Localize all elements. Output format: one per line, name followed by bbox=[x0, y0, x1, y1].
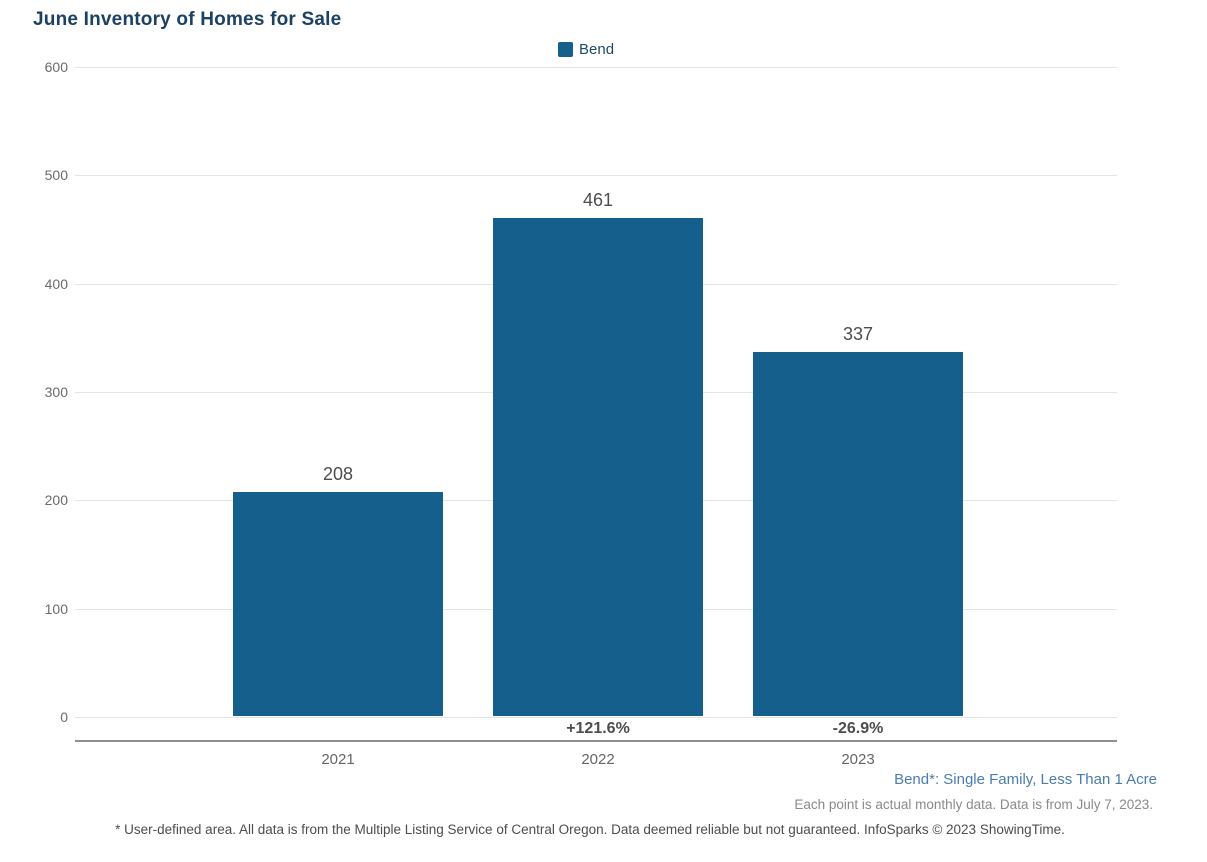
y-tick-label-200: 200 bbox=[44, 492, 68, 509]
chart-title: June Inventory of Homes for Sale bbox=[33, 9, 342, 30]
x-tick-label-2023: 2023 bbox=[841, 751, 875, 768]
y-tick-label-100: 100 bbox=[44, 600, 68, 617]
y-tick-label-400: 400 bbox=[44, 275, 68, 292]
y-tick-label-0: 0 bbox=[60, 709, 68, 725]
x-tick-label-2021: 2021 bbox=[321, 751, 355, 768]
gridline-600 bbox=[75, 67, 1117, 68]
data-source-note: Each point is actual monthly data. Data … bbox=[794, 797, 1153, 812]
pct-change-label-2023: -26.9% bbox=[832, 720, 884, 737]
gridline-0 bbox=[75, 717, 1117, 718]
legend-swatch-icon bbox=[558, 42, 573, 57]
y-tick-label-300: 300 bbox=[44, 384, 68, 400]
bar-value-label-2021: 208 bbox=[322, 463, 354, 484]
x-axis-line bbox=[75, 740, 1117, 742]
pct-change-label-2022: +121.6% bbox=[566, 720, 630, 737]
legend-label: Bend bbox=[579, 41, 615, 58]
bar-2022[interactable] bbox=[493, 217, 703, 716]
disclaimer-note: * User-defined area. All data is from th… bbox=[115, 822, 1065, 837]
bar-value-label-2023: 337 bbox=[842, 323, 874, 344]
bar-2023[interactable] bbox=[753, 351, 963, 716]
legend[interactable]: Bend bbox=[558, 41, 614, 58]
gridline-500 bbox=[75, 175, 1117, 177]
y-tick-label-600: 600 bbox=[44, 59, 68, 75]
bar-2021[interactable] bbox=[233, 491, 443, 716]
series-definition-note: Bend*: Single Family, Less Than 1 Acre bbox=[894, 771, 1157, 788]
x-tick-label-2022: 2022 bbox=[581, 751, 615, 768]
bar-value-label-2022: 461 bbox=[582, 189, 614, 210]
y-tick-label-500: 500 bbox=[44, 167, 68, 184]
